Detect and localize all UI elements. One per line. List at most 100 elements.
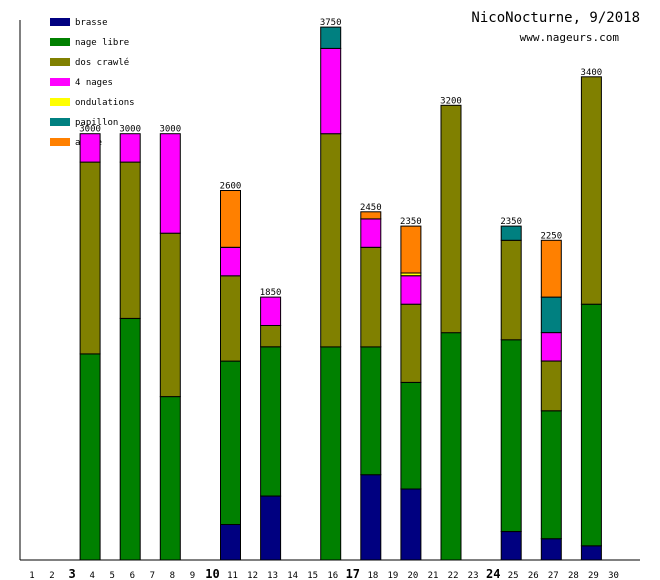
x-tick-14: 14 — [287, 571, 298, 580]
x-tick-22: 22 — [448, 571, 459, 580]
bar-24-nage-libre — [500, 339, 522, 533]
x-tick-11: 11 — [227, 571, 238, 580]
x-tick-26: 26 — [528, 571, 539, 580]
x-tick-18: 18 — [367, 571, 378, 580]
bar-26-nage-libre — [540, 410, 562, 540]
bar-15-4-nages — [320, 47, 342, 135]
x-tick-16: 16 — [327, 571, 338, 580]
bar-total-17: 2450 — [360, 203, 382, 213]
bar-10-nage-libre — [220, 360, 241, 525]
bar-17-dos-crawlé — [360, 246, 382, 348]
x-tick-8: 8 — [170, 571, 175, 580]
x-tick-25: 25 — [508, 571, 519, 580]
bar-26-autre — [540, 239, 562, 298]
legend-swatch-0 — [50, 18, 70, 26]
x-tick-3: 3 — [68, 567, 75, 580]
bar-10-4-nages — [220, 246, 241, 277]
bars-group — [79, 26, 602, 561]
x-tick-1: 1 — [29, 571, 34, 580]
bar-17-brasse — [360, 474, 382, 561]
bar-total-7: 3000 — [159, 125, 181, 135]
x-tick-21: 21 — [428, 571, 439, 580]
bar-26-papillon — [540, 296, 562, 334]
bar-28-nage-libre — [580, 303, 602, 547]
bar-total-24: 2350 — [500, 217, 522, 227]
bar-17-4-nages — [360, 218, 382, 248]
x-tick-13: 13 — [267, 571, 278, 580]
bar-15-nage-libre — [320, 346, 342, 561]
bar-5-nage-libre — [119, 317, 141, 561]
bar-15-papillon — [320, 26, 342, 49]
x-tick-5: 5 — [109, 571, 114, 580]
bar-total-10: 2600 — [220, 182, 242, 192]
x-tick-17: 17 — [346, 567, 360, 580]
x-tick-23: 23 — [468, 571, 479, 580]
legend-swatch-2 — [50, 58, 70, 66]
bar-total-21: 3200 — [440, 96, 462, 106]
legend-swatch-6 — [50, 138, 70, 146]
x-tick-labels: 1 2 3 4 5 6 7 8 9 10 11 12 13 14 15 16 17 18 19 20 21 22 23 24 2… — [29, 567, 619, 580]
bar-28-dos-crawlé — [580, 76, 602, 305]
bar-total-12: 1850 — [260, 288, 282, 298]
bar-12-4-nages — [260, 296, 282, 327]
legend-label-4: ondulations — [75, 98, 135, 108]
bar-12-dos-crawlé — [260, 325, 282, 348]
legend-swatch-5 — [50, 118, 70, 126]
bar-3-4-nages — [79, 133, 101, 163]
chart-title: NicoNocturne, 9/2018 — [471, 10, 640, 26]
legend-label-2: dos crawlé — [75, 57, 129, 68]
legend-label-0: brasse — [75, 18, 108, 28]
bar-19-autre — [400, 225, 422, 274]
legend-swatch-1 — [50, 38, 70, 46]
x-tick-24: 24 — [486, 567, 500, 580]
bar-28-brasse — [580, 545, 602, 561]
bar-12-nage-libre — [260, 346, 282, 497]
bar-19-dos-crawlé — [400, 303, 422, 383]
bar-10-brasse — [220, 524, 241, 561]
legend-swatch-4 — [50, 98, 70, 106]
bar-5-4-nages — [119, 133, 141, 163]
x-tick-2: 2 — [49, 571, 54, 580]
bar-19-nage-libre — [400, 381, 422, 490]
bar-17-nage-libre — [360, 346, 382, 476]
bar-15-dos-crawlé — [320, 133, 342, 348]
bar-7-4-nages — [159, 133, 181, 234]
bar-19-brasse — [400, 488, 422, 561]
bar-12-brasse — [260, 495, 282, 561]
bar-26-4-nages — [540, 332, 562, 362]
legend-label-5: papillon — [75, 118, 118, 128]
x-tick-9: 9 — [190, 571, 195, 580]
bar-21-dos-crawlé — [440, 104, 462, 334]
legend-label-1: nage libre — [75, 38, 129, 48]
x-tick-4: 4 — [89, 571, 94, 580]
bar-total-5: 3000 — [119, 125, 141, 135]
bar-total-15: 3750 — [320, 18, 342, 28]
bar-19-4-nages — [400, 275, 422, 305]
x-tick-15: 15 — [307, 571, 318, 580]
chart-subtitle: www.nageurs.com — [520, 31, 620, 44]
x-tick-20: 20 — [407, 571, 418, 580]
bar-24-dos-crawlé — [500, 239, 522, 341]
bar-3-dos-crawlé — [79, 161, 101, 355]
bar-21-nage-libre — [440, 332, 462, 561]
bar-17-autre — [360, 211, 382, 220]
bar-24-brasse — [500, 531, 522, 561]
bar-3-nage-libre — [79, 353, 101, 561]
bar-24-papillon — [500, 225, 522, 241]
bar-26-brasse — [540, 538, 562, 561]
x-tick-7: 7 — [150, 571, 155, 580]
x-tick-30: 30 — [608, 571, 619, 580]
bar-total-19: 2350 — [400, 217, 422, 227]
bar-total-26: 2250 — [540, 231, 562, 241]
x-tick-12: 12 — [247, 571, 258, 580]
legend-swatch-3 — [50, 78, 70, 86]
x-tick-27: 27 — [548, 571, 559, 580]
bar-total-28: 3400 — [581, 68, 603, 78]
x-tick-29: 29 — [588, 571, 599, 580]
bar-7-nage-libre — [159, 396, 181, 561]
bar-7-dos-crawlé — [159, 232, 181, 398]
bar-5-dos-crawlé — [119, 161, 141, 319]
x-tick-6: 6 — [130, 571, 135, 580]
bar-totals-group: 3000 3000 3000 2600 1850 3750 2450 2350 3200 2350… — [79, 18, 602, 298]
